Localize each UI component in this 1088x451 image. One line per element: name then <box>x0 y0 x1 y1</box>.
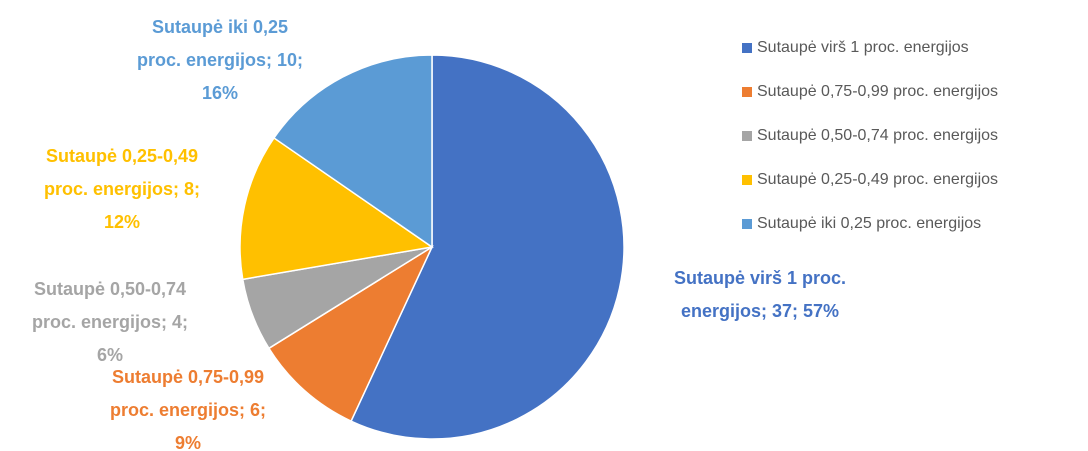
pie-slice <box>350 54 625 440</box>
legend-swatch <box>742 175 752 185</box>
data-label-line: 16% <box>202 83 238 103</box>
data-label: Sutaupė 0,50-0,74 proc. energijos; 4; 6% <box>32 279 188 365</box>
legend-swatch <box>742 219 752 229</box>
data-label-line: Sutaupė iki 0,25 <box>152 17 288 37</box>
legend-label: Sutaupė 0,75-0,99 proc. energijos <box>757 83 998 100</box>
legend-label: Sutaupė virš 1 proc. energijos <box>757 39 969 56</box>
legend-swatch <box>742 87 752 97</box>
data-label-line: Sutaupė 0,25-0,49 <box>46 146 198 166</box>
data-label-line: 6% <box>97 345 123 365</box>
data-label-line: proc. energijos; 8; <box>44 179 200 199</box>
legend-swatch <box>742 43 752 53</box>
pie-slice <box>239 136 434 281</box>
legend-label: Sutaupė 0,50-0,74 proc. energijos <box>757 127 998 144</box>
data-label-line: proc. energijos; 4; <box>32 312 188 332</box>
data-label-line: energijos; 37; 57% <box>681 301 839 321</box>
data-label-line: Sutaupė 0,75-0,99 <box>112 367 264 387</box>
data-label-line: Sutaupė 0,50-0,74 <box>34 279 186 299</box>
data-label-line: proc. energijos; 6; <box>110 400 266 420</box>
legend-label: Sutaupė iki 0,25 proc. energijos <box>757 215 981 232</box>
data-label-line: 9% <box>175 433 201 451</box>
data-label-line: 12% <box>104 212 140 232</box>
data-label-line: proc. energijos; 10; <box>137 50 303 70</box>
legend-label: Sutaupė 0,25-0,49 proc. energijos <box>757 171 998 188</box>
data-label: Sutaupė iki 0,25 proc. energijos; 10; 16% <box>137 17 303 103</box>
data-label: Sutaupė 0,75-0,99 proc. energijos; 6; 9% <box>110 367 266 451</box>
legend-swatch <box>742 131 752 141</box>
pie-slice <box>272 54 433 249</box>
data-label: Sutaupė 0,25-0,49 proc. energijos; 8; 12% <box>44 146 200 232</box>
pie-slice <box>267 245 434 423</box>
data-label: Sutaupė virš 1 proc. energijos; 37; 57% <box>674 268 846 321</box>
data-label-line: Sutaupė virš 1 proc. <box>674 268 846 288</box>
